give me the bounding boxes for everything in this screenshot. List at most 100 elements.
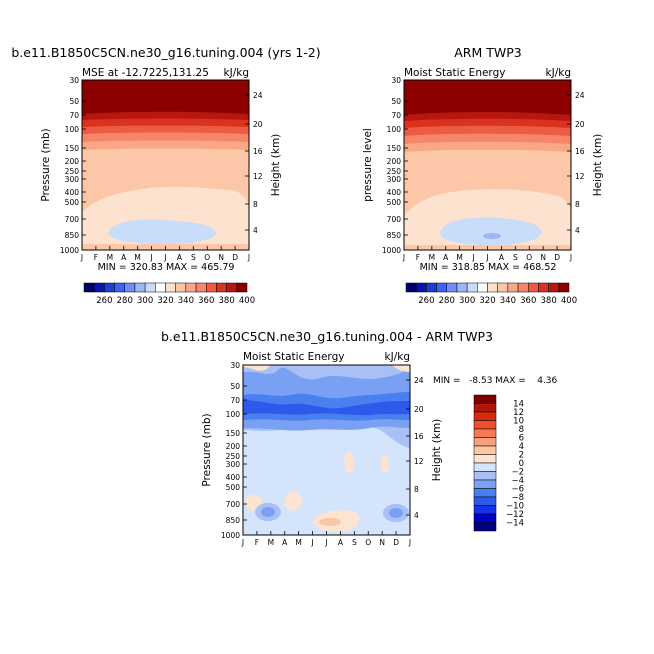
pressure-tick-label: 850 bbox=[226, 516, 241, 525]
panel-obs-colorbar: 260 280 300 320 340 360 380 400 bbox=[405, 282, 577, 306]
pressure-tick-label: 400 bbox=[65, 188, 80, 197]
x-tick-label: J bbox=[310, 538, 313, 547]
colorbar-swatch bbox=[473, 513, 497, 523]
x-tick-label: M bbox=[134, 253, 140, 262]
contour-band-0-2-top-left bbox=[243, 365, 270, 371]
panel-model-ylabel-right: Height (km) bbox=[270, 134, 282, 197]
panel-model-colorbar: 260 280 300 320 340 360 380 400 bbox=[83, 282, 255, 306]
height-tick-label: 8 bbox=[414, 485, 419, 494]
x-tick-label: A bbox=[282, 538, 288, 547]
panel-diff-ticks: J F M A M J J A S O N D J305070100150200250300400500… bbox=[221, 361, 424, 547]
colorbar-label: 280 bbox=[117, 296, 133, 306]
colorbar-swatch bbox=[477, 282, 488, 293]
height-tick-label: 24 bbox=[414, 376, 424, 385]
pressure-tick-label: 150 bbox=[65, 144, 80, 153]
colorbar-label: 12 bbox=[513, 408, 524, 418]
x-tick-label: J bbox=[485, 253, 488, 262]
x-tick-label: J bbox=[163, 253, 166, 262]
x-tick-label: J bbox=[241, 538, 244, 547]
x-tick-label: O bbox=[204, 253, 210, 262]
height-tick-label: 12 bbox=[575, 172, 585, 181]
colorbar-swatch bbox=[473, 394, 497, 404]
colorbar-swatch bbox=[473, 471, 497, 481]
pressure-tick-label: 150 bbox=[387, 144, 402, 153]
x-tick-label: A bbox=[121, 253, 127, 262]
x-tick-label: S bbox=[352, 538, 357, 547]
x-tick-label: F bbox=[94, 253, 98, 262]
colorbar-swatch bbox=[473, 522, 497, 532]
colorbar-label: 6 bbox=[519, 434, 524, 444]
contour-band-0-2-lower bbox=[284, 491, 303, 511]
colorbar-label: 280 bbox=[439, 296, 455, 306]
pressure-tick-label: 700 bbox=[65, 215, 80, 224]
contour-band-below-330 bbox=[108, 219, 216, 244]
colorbar-swatch bbox=[124, 282, 136, 293]
x-tick-label: J bbox=[324, 538, 327, 547]
pressure-tick-label: 500 bbox=[387, 198, 402, 207]
height-tick-label: 12 bbox=[414, 457, 424, 466]
colorbar-swatch bbox=[497, 282, 509, 293]
colorbar-swatch bbox=[548, 282, 560, 293]
colorbar-label: 2 bbox=[519, 451, 524, 461]
colorbar-label: −2 bbox=[511, 468, 524, 478]
contour-band-0-2-mid bbox=[344, 451, 354, 473]
pressure-tick-label: 1000 bbox=[221, 531, 240, 540]
pressure-tick-label: 700 bbox=[387, 215, 402, 224]
pressure-tick-label: 400 bbox=[226, 473, 241, 482]
colorbar-label: 320 bbox=[157, 296, 173, 306]
height-tick-label: 16 bbox=[253, 147, 263, 156]
x-tick-label: M bbox=[268, 538, 274, 547]
pressure-tick-label: 100 bbox=[387, 125, 402, 134]
panel-model-ylabel: Pressure (mb) bbox=[40, 128, 52, 201]
colorbar-swatch bbox=[83, 282, 95, 293]
panel-model: b.e11.B1850C5CN.ne30_g16.tuning.004 (yrs… bbox=[11, 45, 320, 306]
colorbar-swatch bbox=[558, 282, 570, 293]
panel-diff: b.e11.B1850C5CN.ne30_g16.tuning.004 - AR… bbox=[161, 329, 558, 547]
pressure-tick-label: 150 bbox=[226, 429, 241, 438]
pressure-tick-label: 850 bbox=[387, 231, 402, 240]
colorbar-label: −12 bbox=[506, 510, 524, 520]
pressure-tick-label: 500 bbox=[65, 198, 80, 207]
colorbar-swatch bbox=[415, 282, 427, 293]
colorbar-swatch bbox=[473, 428, 497, 438]
x-tick-label: D bbox=[554, 253, 560, 262]
colorbar-swatch bbox=[134, 282, 146, 293]
pressure-tick-label: 250 bbox=[226, 452, 241, 461]
panel-obs-units: kJ/kg bbox=[546, 67, 571, 79]
pressure-tick-label: 400 bbox=[387, 188, 402, 197]
height-tick-label: 24 bbox=[575, 91, 585, 100]
panel-diff-title: b.e11.B1850C5CN.ne30_g16.tuning.004 - AR… bbox=[161, 329, 493, 344]
panel-model-ticks: J F M A M J J A S O N D J305070100150200250300400500… bbox=[60, 76, 263, 262]
colorbar-label: 300 bbox=[137, 296, 153, 306]
colorbar-swatch bbox=[426, 282, 437, 293]
contour-band-low-left-core bbox=[261, 507, 275, 517]
colorbar-swatch bbox=[185, 282, 197, 293]
colorbar-label: 320 bbox=[479, 296, 495, 306]
colorbar-label: 260 bbox=[96, 296, 112, 306]
colorbar-label: 300 bbox=[459, 296, 475, 306]
colorbar-swatch bbox=[473, 479, 497, 489]
colorbar-label: 0 bbox=[519, 459, 524, 469]
panel-obs-stats: MIN = 318.85 MAX = 468.52 bbox=[420, 262, 557, 273]
colorbar-swatch bbox=[473, 496, 497, 506]
pressure-tick-label: 100 bbox=[226, 410, 241, 419]
pressure-tick-label: 30 bbox=[391, 76, 401, 85]
colorbar-swatch bbox=[236, 282, 248, 293]
colorbar-label: 380 bbox=[219, 296, 235, 306]
colorbar-label: 400 bbox=[561, 296, 577, 306]
x-tick-label: A bbox=[177, 253, 183, 262]
pressure-tick-label: 1000 bbox=[382, 246, 401, 255]
height-tick-label: 20 bbox=[414, 405, 424, 414]
panel-diff-subtitle-left: Moist Static Energy bbox=[243, 351, 344, 363]
x-tick-label: J bbox=[471, 253, 474, 262]
colorbar-swatch bbox=[528, 282, 539, 293]
pressure-tick-label: 500 bbox=[226, 483, 241, 492]
contour-band-low-right-core bbox=[389, 508, 403, 518]
x-tick-label: J bbox=[402, 253, 405, 262]
x-tick-label: M bbox=[295, 538, 301, 547]
x-tick-label: D bbox=[393, 538, 399, 547]
colorbar-label: 400 bbox=[239, 296, 255, 306]
pressure-tick-label: 300 bbox=[65, 175, 80, 184]
